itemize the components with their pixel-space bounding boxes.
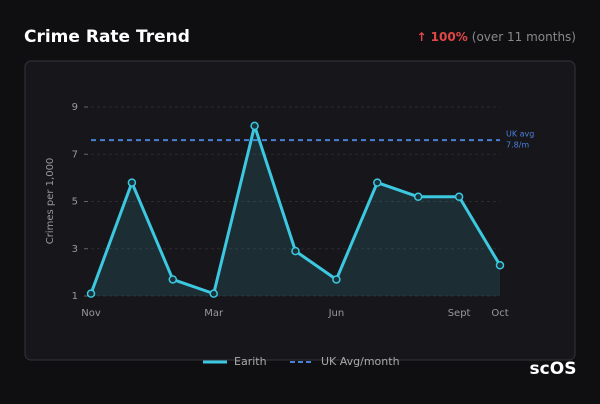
y-axis-label: Crimes per 1,000: [45, 158, 56, 245]
point: [127, 178, 137, 187]
x-tick-label: Oct: [491, 308, 508, 319]
point: [495, 261, 505, 270]
logo: scOS: [530, 359, 577, 379]
plot: 1 3 5 7 9 Nov Mar Jun Sept Oct UK avg 7.8/m: [72, 102, 535, 319]
legend-label: Earith: [234, 355, 267, 368]
point: [454, 192, 464, 202]
point: [332, 275, 341, 284]
point: [413, 192, 423, 202]
area: [91, 125, 500, 297]
y-tick-label: 9: [72, 102, 78, 113]
title: Crime Rate Trend: [24, 27, 190, 47]
x-tick-label: Nov: [81, 308, 101, 319]
y-tick-label: 5: [72, 197, 78, 208]
point: [168, 275, 178, 284]
point: [373, 178, 382, 187]
change: ↑ 100% (over 11 months): [416, 30, 576, 44]
point: [86, 289, 96, 298]
legend: Earith UK Avg/month: [203, 355, 400, 368]
point: [291, 246, 300, 256]
reference-annotation: 7.8/m: [506, 141, 529, 150]
x-tick-label: Jun: [328, 308, 345, 319]
x-tick-label: Mar: [204, 308, 224, 319]
y-tick-label: 3: [72, 244, 78, 255]
panel: [24, 60, 576, 361]
reference-annotation: UK avg: [506, 130, 534, 139]
change-value: ↑ 100%: [416, 30, 467, 44]
legend-label: UK Avg/month: [321, 355, 400, 368]
y-tick-label: 1: [72, 291, 78, 302]
x-tick-label: Sept: [448, 308, 471, 319]
change-note: (over 11 months): [472, 30, 576, 44]
point: [250, 121, 259, 131]
y-tick-label: 7: [72, 149, 78, 160]
point: [209, 289, 218, 298]
